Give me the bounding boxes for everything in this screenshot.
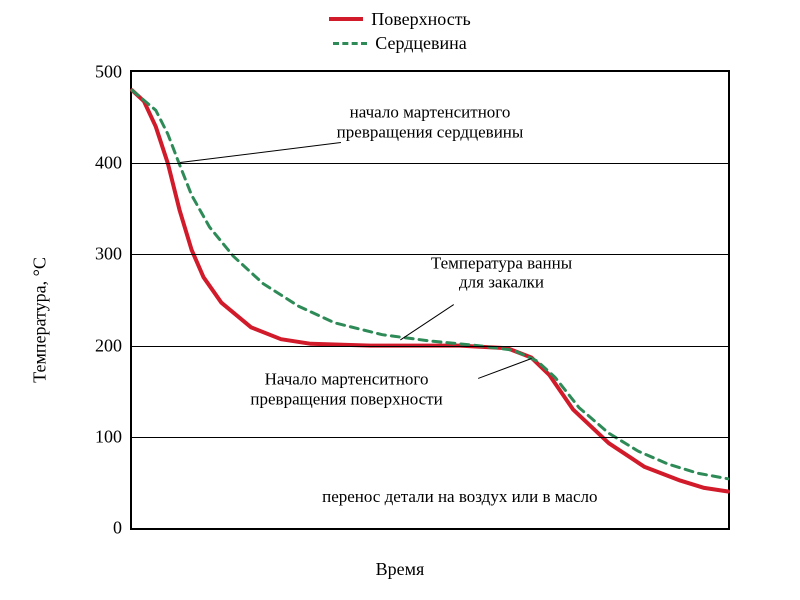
annotation-text: перенос детали на воздух или в масло — [322, 487, 597, 506]
annotation-a1: начало мартенситногопревращения сердцеви… — [337, 103, 524, 142]
grid-line — [132, 346, 728, 347]
grid-line — [132, 437, 728, 438]
plot-area: 0100200300400500начало мартенситногопрев… — [130, 70, 730, 530]
annotation-a4: перенос детали на воздух или в масло — [322, 487, 597, 507]
y-tick-label: 400 — [72, 153, 122, 174]
y-tick-label: 0 — [72, 518, 122, 539]
legend-label-core: Сердцевина — [375, 33, 467, 54]
annotation-text: превращения поверхности — [250, 389, 442, 408]
y-tick-label: 200 — [72, 335, 122, 356]
grid-line — [132, 163, 728, 164]
legend-entry-core: Сердцевина — [333, 33, 467, 54]
legend-label-surface: Поверхность — [371, 9, 471, 30]
annotation-text: для закалки — [459, 273, 544, 292]
legend: Поверхность Сердцевина — [0, 8, 800, 56]
annotation-text: начало мартенситного — [350, 103, 511, 122]
legend-swatch-surface — [329, 17, 363, 21]
y-tick-label: 100 — [72, 426, 122, 447]
annotation-text: превращения сердцевины — [337, 122, 524, 141]
y-axis-label: Температура, °С — [30, 257, 51, 383]
legend-swatch-core — [333, 42, 367, 45]
annotation-text: Температура ванны — [431, 253, 572, 272]
legend-entry-surface: Поверхность — [329, 9, 471, 30]
annotation-a2: Температура ванныдля закалки — [431, 253, 572, 292]
y-tick-label: 500 — [72, 62, 122, 83]
annotation-a3: Начало мартенситногопревращения поверхно… — [250, 370, 442, 409]
page: Поверхность Сердцевина Температура, °С В… — [0, 0, 800, 600]
y-tick-label: 300 — [72, 244, 122, 265]
chart: Температура, °С Время 0100200300400500на… — [40, 60, 760, 580]
annotation-text: Начало мартенситного — [265, 370, 429, 389]
x-axis-label: Время — [376, 559, 425, 580]
